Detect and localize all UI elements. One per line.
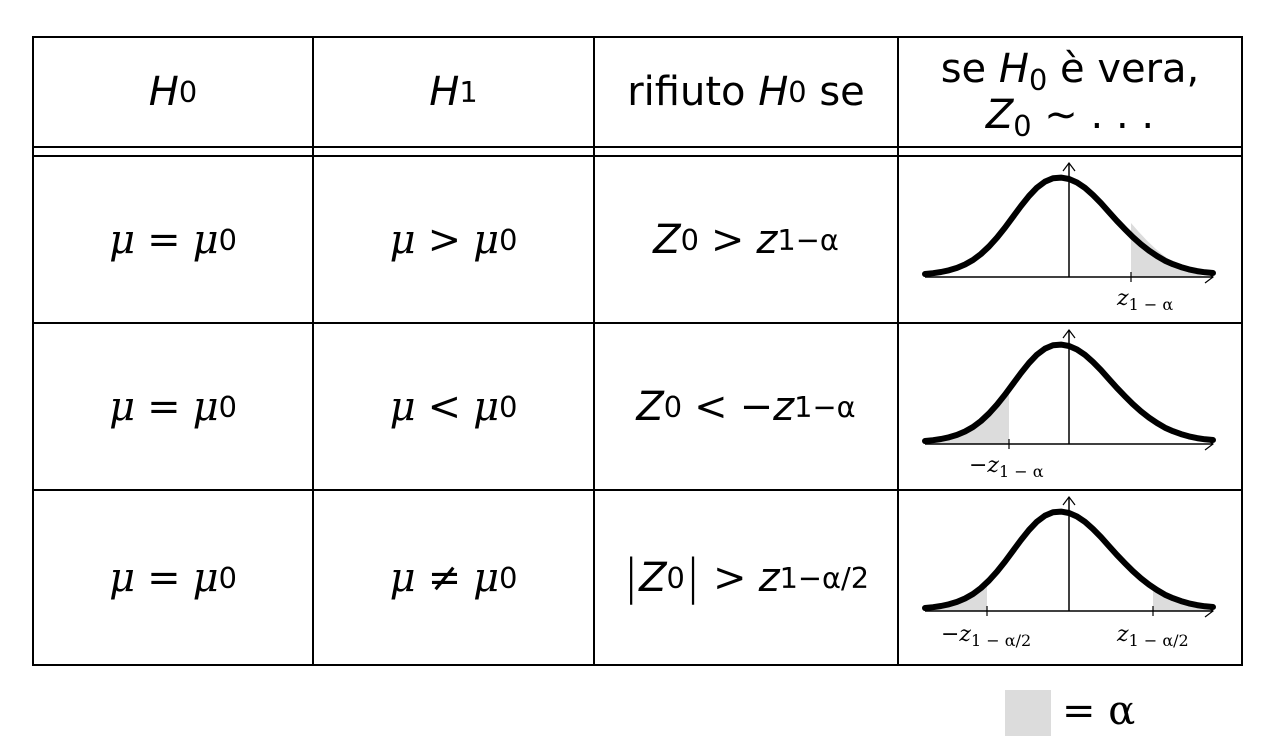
table-bottom-border [32,664,1243,666]
right-tail-normal-curve: z1 − α [922,162,1216,314]
header-distribution: se H0 è vera, Z0 ∼ . . . [899,38,1241,146]
header-distribution-line2: Z0 ∼ . . . [985,92,1155,144]
rejection-region-right [1153,588,1213,611]
row2-h0: μ = μ 0 [109,383,237,430]
col-border-4 [1241,36,1243,666]
row1-reject: Z 0 > z 1−α [653,216,839,263]
row1-bottom-border [32,322,1243,324]
row2-h1: μ < μ 0 [389,383,518,430]
label-neg-z-half-alpha: −z1 − α/2 [941,622,1031,650]
left-tail-normal-curve: −z1 − α [922,329,1216,481]
row2-bottom-border [32,489,1243,491]
row2-plot: −z1 − α [899,324,1241,489]
row1-h0: μ = μ 0 [109,216,237,263]
header-separator [32,155,1243,157]
rejection-region-left [925,584,987,611]
legend-label: = α [1062,688,1136,734]
two-tail-normal-curve: −z1 − α/2 z1 − α/2 [922,496,1216,650]
rejection-region-right [1131,223,1213,279]
col-border-3 [897,36,899,666]
row3-h0: μ = μ 0 [109,554,237,601]
header-distribution-line1: se H0 è vera, [940,46,1200,98]
row1-plot: z1 − α [899,157,1241,322]
table-top-border [32,36,1243,38]
col-border-1 [312,36,314,666]
row3-h1: μ ≠ μ 0 [389,554,518,601]
header-bottom-border [32,146,1243,148]
col-border-0 [32,36,34,666]
col-border-2 [593,36,595,666]
row3-reject: | Z 0 | > z 1−α/2 [622,548,870,605]
rejection-region-left [925,391,1009,444]
label-neg-z-left: −z1 − α [969,453,1044,481]
row3-plot: −z1 − α/2 z1 − α/2 [899,491,1241,664]
label-z-half-alpha: z1 − α/2 [1116,622,1189,650]
row2-reject: Z 0 < −z 1−α [636,383,856,430]
label-z-right: z1 − α [1116,286,1173,314]
row1-h1: μ > μ 0 [389,216,518,263]
legend-swatch [1005,690,1051,736]
